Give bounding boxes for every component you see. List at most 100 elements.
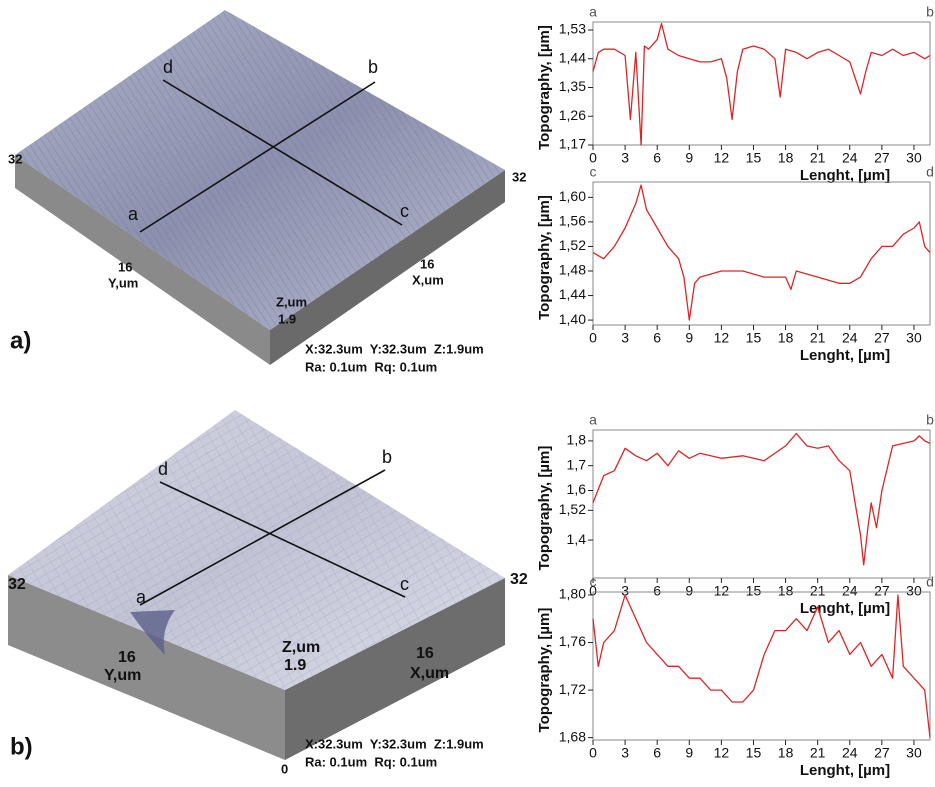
dimensions: X:32.3um Y:32.3um Z:1.9um (305, 341, 484, 356)
panel-label: a) (10, 327, 31, 354)
axis-label: 1.9 (284, 657, 306, 674)
axis-label: 32 (8, 576, 26, 593)
y-tick-label: 1,26 (559, 107, 586, 123)
corner-label: d (926, 164, 934, 180)
x-tick-label: 3 (621, 330, 629, 346)
x-tick-label: 27 (874, 745, 890, 761)
x-tick-label: 0 (589, 330, 597, 346)
x-tick-label: 21 (810, 745, 826, 761)
x-tick-label: 24 (842, 583, 858, 599)
axis-label: Y,um (108, 275, 138, 290)
x-tick-label: 15 (746, 583, 762, 599)
axis-label: 16 (118, 649, 136, 666)
profile-line (593, 24, 930, 145)
x-tick-label: 21 (810, 583, 826, 599)
y-tick-label: 1,40 (559, 311, 586, 327)
axis-label: 32 (8, 151, 22, 166)
axis-label: Z,um (282, 639, 320, 656)
y-tick-label: 1,56 (559, 213, 586, 229)
x-tick-label: 21 (810, 330, 826, 346)
line-label: a (136, 587, 147, 607)
x-tick-label: 30 (906, 150, 922, 166)
axis-label: Z,um (276, 294, 307, 309)
x-tick-label: 3 (621, 150, 629, 166)
roughness: Ra: 0.1um Rq: 0.1um (305, 359, 437, 374)
y-tick-label: 1,44 (559, 49, 586, 65)
y-tick-label: 1,6 (567, 481, 587, 497)
y-axis-label: Topography, [µm] (536, 25, 553, 150)
corner-label: a (589, 4, 597, 20)
y-tick-label: 1,60 (559, 188, 586, 204)
line-label: d (163, 57, 173, 77)
y-axis-label: Topography, [µm] (536, 446, 553, 571)
y-tick-label: 1,17 (559, 136, 586, 152)
dimensions: X:32.3um Y:32.3um Z:1.9um (305, 736, 484, 751)
x-tick-label: 21 (810, 150, 826, 166)
x-tick-label: 6 (653, 583, 661, 599)
roughness: Ra: 0.1um Rq: 0.1um (305, 754, 437, 769)
y-axis-label: Topography, [µm] (536, 608, 553, 733)
x-tick-label: 9 (685, 330, 693, 346)
axis-label: Y,um (104, 667, 141, 684)
y-tick-label: 1,4 (567, 531, 587, 547)
x-tick-label: 15 (746, 745, 762, 761)
line-label: c (400, 574, 409, 594)
y-tick-label: 1,7 (567, 456, 587, 472)
line-label: c (400, 201, 409, 221)
surface-b: d b a c 32 32 16 Y,um 16 X,um Z,um 1.9 0… (8, 410, 528, 776)
axis-label: 1.9 (278, 311, 296, 326)
x-tick-label: 12 (714, 583, 730, 599)
axis-label: X,um (410, 665, 449, 682)
panel-label: b) (10, 733, 33, 760)
x-axis-label: Lenght, [µm] (800, 347, 890, 364)
axis-label: 0 (281, 761, 288, 776)
x-tick-label: 15 (746, 330, 762, 346)
profile-line (593, 185, 930, 320)
x-axis-label: Lenght, [µm] (800, 167, 890, 184)
x-tick-label: 9 (685, 150, 693, 166)
line-label: a (128, 204, 139, 224)
y-tick-label: 1,52 (559, 237, 586, 253)
y-tick-label: 1,8 (567, 432, 587, 448)
x-tick-label: 6 (653, 330, 661, 346)
x-tick-label: 18 (778, 330, 794, 346)
x-tick-label: 15 (746, 150, 762, 166)
y-tick-label: 1,48 (559, 262, 586, 278)
y-tick-label: 1,53 (559, 21, 586, 37)
profile-line (593, 434, 930, 565)
x-axis-label: Lenght, [µm] (800, 600, 890, 617)
x-tick-label: 30 (906, 583, 922, 599)
axis-label: 16 (420, 256, 434, 271)
corner-label: d (926, 574, 934, 590)
axis-label: 16 (416, 645, 434, 662)
x-tick-label: 27 (874, 150, 890, 166)
x-axis-label: Lenght, [µm] (800, 762, 890, 779)
y-tick-label: 1,80 (559, 586, 586, 602)
line-label: b (368, 57, 378, 77)
line-label: b (382, 447, 392, 467)
y-tick-label: 1,68 (559, 728, 586, 744)
surface-a: d b a c 32 32 16 Y,um 16 X,um Z,um 1.9 X… (8, 10, 526, 374)
plot-frame (593, 182, 930, 325)
axis-label: 32 (512, 169, 526, 184)
y-tick-label: 1,52 (559, 501, 586, 517)
corner-label: b (926, 4, 934, 20)
x-tick-label: 12 (714, 150, 730, 166)
x-tick-label: 24 (842, 150, 858, 166)
x-tick-label: 30 (906, 745, 922, 761)
corner-label: a (589, 412, 597, 428)
x-tick-label: 6 (653, 150, 661, 166)
axis-label: X,um (412, 272, 444, 287)
x-tick-label: 9 (685, 745, 693, 761)
x-tick-label: 18 (778, 150, 794, 166)
x-tick-label: 27 (874, 583, 890, 599)
x-tick-label: 24 (842, 745, 858, 761)
axis-label: 32 (510, 571, 528, 588)
corner-label: b (926, 412, 934, 428)
x-tick-label: 12 (714, 745, 730, 761)
x-tick-label: 18 (778, 583, 794, 599)
x-tick-label: 9 (685, 583, 693, 599)
y-axis-label: Topography, [µm] (536, 195, 553, 320)
